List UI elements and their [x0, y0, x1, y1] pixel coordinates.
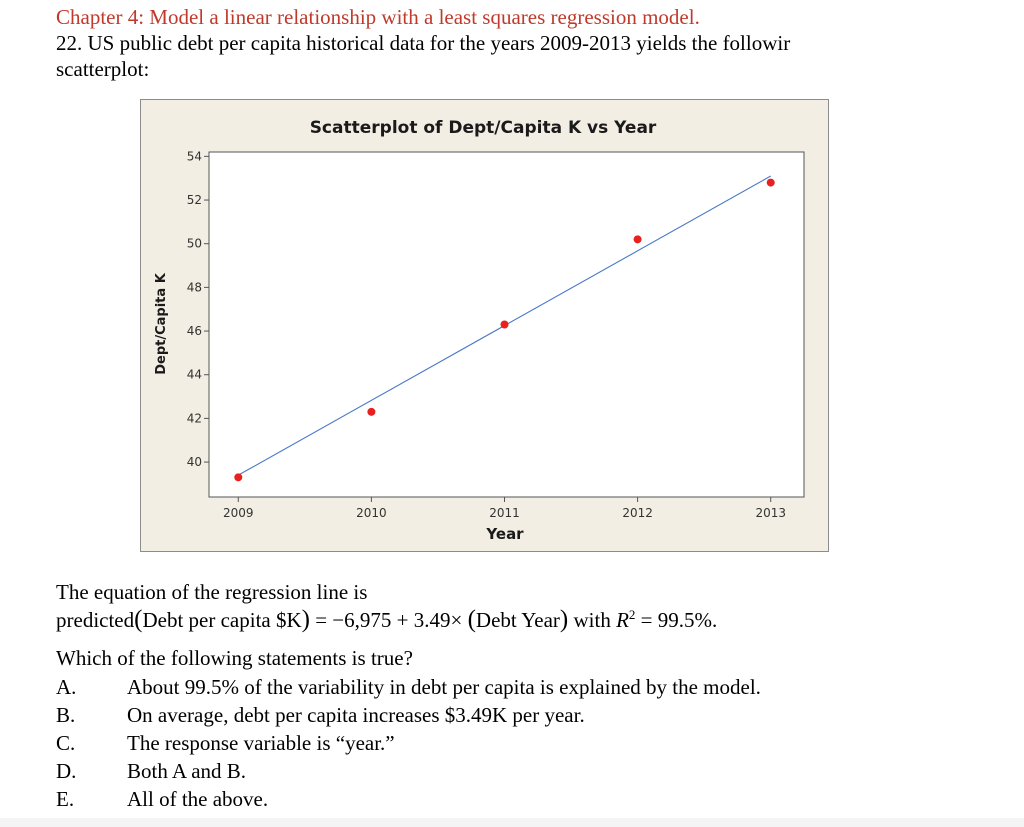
y-tick-label: 42 — [187, 411, 202, 425]
page-bottom-strip — [0, 818, 1024, 827]
question-prompt: Which of the following statements is tru… — [56, 646, 413, 670]
regression-equation: predicted(Debt per capita $K) = −6,975 +… — [56, 606, 718, 633]
y-tick-label: 52 — [187, 193, 202, 207]
data-point — [766, 178, 775, 187]
chart-title: Scatterplot of Dept/Capita K vs Year — [310, 118, 657, 138]
equation-intro: The equation of the regression line is — [56, 580, 368, 604]
equation-lhs: Debt per capita $K — [142, 608, 302, 632]
option-a-text: About 99.5% of the variability in debt p… — [127, 675, 761, 699]
option-c-text: The response variable is “year.” — [127, 731, 395, 755]
y-tick-label: 48 — [187, 280, 202, 294]
option-c-letter: C. — [56, 731, 76, 755]
r-squared-value: = 99.5%. — [635, 608, 718, 632]
data-point — [234, 473, 243, 482]
question-text-line-2: scatterplot: — [56, 57, 150, 81]
option-b-text: On average, debt per capita increases $3… — [127, 703, 585, 727]
scatterplot-chart: Scatterplot of Dept/Capita K vs Year Yea… — [154, 118, 805, 543]
chapter-title: Chapter 4: Model a linear relationship w… — [56, 5, 700, 29]
option-e-letter: E. — [56, 787, 75, 811]
x-tick-label: 2011 — [489, 506, 520, 520]
question-text-line-1: 22. US public debt per capita historical… — [56, 31, 791, 55]
y-tick-label: 40 — [187, 455, 202, 469]
option-a-letter: A. — [56, 675, 77, 699]
equation-equals: = −6,975 + 3.49× — [309, 608, 468, 632]
y-tick-label: 50 — [187, 237, 202, 251]
data-point — [367, 407, 376, 416]
option-b-letter: B. — [56, 703, 76, 727]
x-tick-label: 2009 — [223, 506, 254, 520]
data-point — [633, 235, 642, 244]
x-tick-label: 2013 — [755, 506, 786, 520]
x-tick-label: 2010 — [356, 506, 387, 520]
option-d-letter: D. — [56, 759, 77, 783]
y-tick-label: 44 — [187, 368, 202, 382]
r-squared-exponent: 2 — [628, 607, 636, 622]
y-tick-label: 46 — [187, 324, 202, 338]
r-squared-symbol: R — [616, 608, 629, 632]
equation-with: with — [568, 608, 617, 632]
data-point — [500, 320, 509, 329]
option-e-text: All of the above. — [127, 787, 269, 811]
x-axis-label: Year — [485, 525, 524, 543]
option-d-text: Both A and B. — [127, 759, 247, 783]
scatterplot-figure: Scatterplot of Dept/Capita K vs Year Yea… — [140, 99, 829, 552]
equation-rhs: Debt Year — [475, 608, 560, 632]
equation-prefix: predicted — [56, 608, 135, 632]
y-tick-label: 54 — [187, 149, 202, 163]
y-axis-label: Dept/Capita K — [154, 272, 169, 374]
x-tick-label: 2012 — [622, 506, 653, 520]
